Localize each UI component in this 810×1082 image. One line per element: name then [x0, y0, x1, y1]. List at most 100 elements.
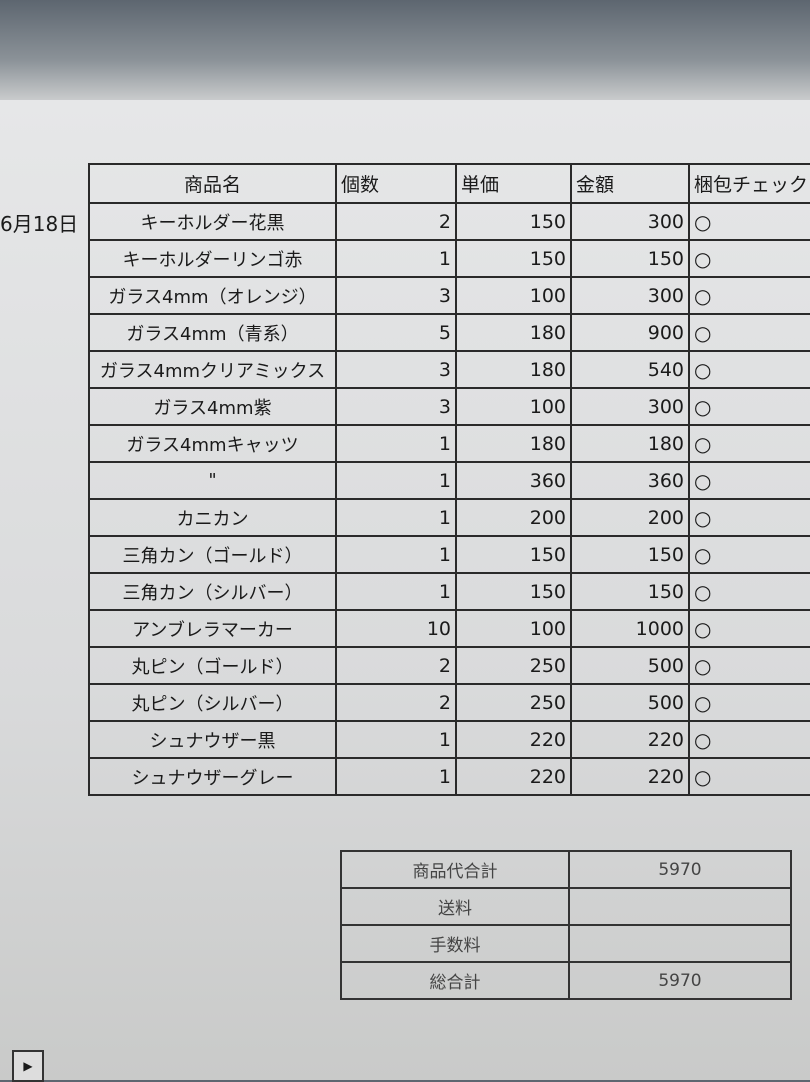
product-name-cell[interactable]: ガラス4mmキャッツ — [88, 424, 337, 463]
amount-cell[interactable]: 540 — [570, 350, 690, 389]
product-name-cell[interactable]: シュナウザー黒 — [88, 720, 337, 759]
summary-label[interactable]: 手数料 — [340, 924, 570, 963]
product-name-cell[interactable]: " — [88, 461, 337, 500]
summary-label[interactable]: 総合計 — [340, 961, 570, 1000]
unit-price-cell[interactable]: 180 — [455, 350, 572, 389]
date-cell[interactable]: 6月18日 — [0, 212, 79, 236]
header-packing-check[interactable]: 梱包チェック — [688, 163, 810, 204]
amount-cell[interactable]: 300 — [570, 276, 690, 315]
product-name-cell[interactable]: ガラス4mmクリアミックス — [88, 350, 337, 389]
unit-price-cell[interactable]: 100 — [455, 276, 572, 315]
summary-value[interactable]: 5970 — [568, 961, 792, 1000]
amount-cell[interactable]: 900 — [570, 313, 690, 352]
header-amount[interactable]: 金額 — [570, 163, 690, 204]
quantity-cell[interactable]: 10 — [335, 609, 457, 648]
packing-check-cell[interactable]: ○ — [688, 461, 810, 500]
quantity-cell[interactable]: 3 — [335, 276, 457, 315]
unit-price-cell[interactable]: 220 — [455, 720, 572, 759]
summary-label[interactable]: 商品代合計 — [340, 850, 570, 889]
quantity-cell[interactable]: 1 — [335, 239, 457, 278]
packing-check-cell[interactable]: ○ — [688, 683, 810, 722]
unit-price-cell[interactable]: 150 — [455, 202, 572, 241]
product-name-cell[interactable]: 三角カン（シルバー） — [88, 572, 337, 611]
unit-price-cell[interactable]: 180 — [455, 424, 572, 463]
quantity-cell[interactable]: 5 — [335, 313, 457, 352]
product-name-cell[interactable]: シュナウザーグレー — [88, 757, 337, 796]
unit-price-cell[interactable]: 100 — [455, 609, 572, 648]
unit-price-cell[interactable]: 250 — [455, 646, 572, 685]
amount-cell[interactable]: 300 — [570, 202, 690, 241]
header-unit-price[interactable]: 単価 — [455, 163, 572, 204]
quantity-cell[interactable]: 3 — [335, 387, 457, 426]
packing-check-cell[interactable]: ○ — [688, 276, 810, 315]
summary-value[interactable] — [568, 924, 792, 963]
amount-cell[interactable]: 500 — [570, 646, 690, 685]
table-row: 丸ピン（ゴールド） 2 250 500 ○ — [88, 646, 810, 685]
product-name-cell[interactable]: カニカン — [88, 498, 337, 537]
amount-cell[interactable]: 220 — [570, 757, 690, 796]
summary-value[interactable] — [568, 887, 792, 926]
unit-price-cell[interactable]: 150 — [455, 572, 572, 611]
packing-check-cell[interactable]: ○ — [688, 572, 810, 611]
summary-value[interactable]: 5970 — [568, 850, 792, 889]
packing-check-cell[interactable]: ○ — [688, 424, 810, 463]
unit-price-cell[interactable]: 200 — [455, 498, 572, 537]
unit-price-cell[interactable]: 250 — [455, 683, 572, 722]
packing-check-cell[interactable]: ○ — [688, 535, 810, 574]
packing-check-cell[interactable]: ○ — [688, 202, 810, 241]
amount-cell[interactable]: 150 — [570, 239, 690, 278]
unit-price-cell[interactable]: 180 — [455, 313, 572, 352]
quantity-cell[interactable]: 1 — [335, 498, 457, 537]
amount-cell[interactable]: 1000 — [570, 609, 690, 648]
packing-check-cell[interactable]: ○ — [688, 498, 810, 537]
packing-check-cell[interactable]: ○ — [688, 609, 810, 648]
quantity-cell[interactable]: 2 — [335, 202, 457, 241]
quantity-cell[interactable]: 1 — [335, 572, 457, 611]
product-name-cell[interactable]: 三角カン（ゴールド） — [88, 535, 337, 574]
product-name-cell[interactable]: 丸ピン（シルバー） — [88, 683, 337, 722]
amount-cell[interactable]: 360 — [570, 461, 690, 500]
packing-check-cell[interactable]: ○ — [688, 720, 810, 759]
packing-check-cell[interactable]: ○ — [688, 646, 810, 685]
unit-price-cell[interactable]: 100 — [455, 387, 572, 426]
product-name-cell[interactable]: ガラス4mm紫 — [88, 387, 337, 426]
header-quantity[interactable]: 個数 — [335, 163, 457, 204]
packing-check-cell[interactable]: ○ — [688, 313, 810, 352]
product-name-cell[interactable]: ガラス4mm（青系） — [88, 313, 337, 352]
sheet-next-button[interactable]: ▶ — [12, 1050, 44, 1082]
unit-price-cell[interactable]: 150 — [455, 535, 572, 574]
product-name-cell[interactable]: 丸ピン（ゴールド） — [88, 646, 337, 685]
unit-price-cell[interactable]: 220 — [455, 757, 572, 796]
amount-cell[interactable]: 300 — [570, 387, 690, 426]
amount-cell[interactable]: 150 — [570, 572, 690, 611]
quantity-cell[interactable]: 1 — [335, 461, 457, 500]
quantity-cell[interactable]: 1 — [335, 535, 457, 574]
amount-cell[interactable]: 500 — [570, 683, 690, 722]
table-row: " 1 360 360 ○ — [88, 461, 810, 500]
amount-cell[interactable]: 200 — [570, 498, 690, 537]
unit-price-cell[interactable]: 360 — [455, 461, 572, 500]
unit-price-cell[interactable]: 150 — [455, 239, 572, 278]
quantity-cell[interactable]: 1 — [335, 424, 457, 463]
header-product-name[interactable]: 商品名 — [88, 163, 337, 204]
amount-cell[interactable]: 150 — [570, 535, 690, 574]
quantity-cell[interactable]: 3 — [335, 350, 457, 389]
quantity-cell[interactable]: 1 — [335, 720, 457, 759]
summary-table: 商品代合計 5970 送料 手数料 総合計 5970 — [340, 850, 792, 1000]
packing-check-cell[interactable]: ○ — [688, 757, 810, 796]
quantity-cell[interactable]: 1 — [335, 757, 457, 796]
product-name-cell[interactable]: ガラス4mm（オレンジ） — [88, 276, 337, 315]
table-row: ガラス4mm（オレンジ） 3 100 300 ○ — [88, 276, 810, 315]
quantity-cell[interactable]: 2 — [335, 646, 457, 685]
order-table: 商品名 個数 単価 金額 梱包チェック キーホルダー花黒 2 150 300 ○ キーホル… — [88, 163, 810, 796]
product-name-cell[interactable]: キーホルダーリンゴ赤 — [88, 239, 337, 278]
packing-check-cell[interactable]: ○ — [688, 350, 810, 389]
product-name-cell[interactable]: キーホルダー花黒 — [88, 202, 337, 241]
amount-cell[interactable]: 220 — [570, 720, 690, 759]
product-name-cell[interactable]: アンブレラマーカー — [88, 609, 337, 648]
amount-cell[interactable]: 180 — [570, 424, 690, 463]
summary-label[interactable]: 送料 — [340, 887, 570, 926]
packing-check-cell[interactable]: ○ — [688, 239, 810, 278]
packing-check-cell[interactable]: ○ — [688, 387, 810, 426]
quantity-cell[interactable]: 2 — [335, 683, 457, 722]
